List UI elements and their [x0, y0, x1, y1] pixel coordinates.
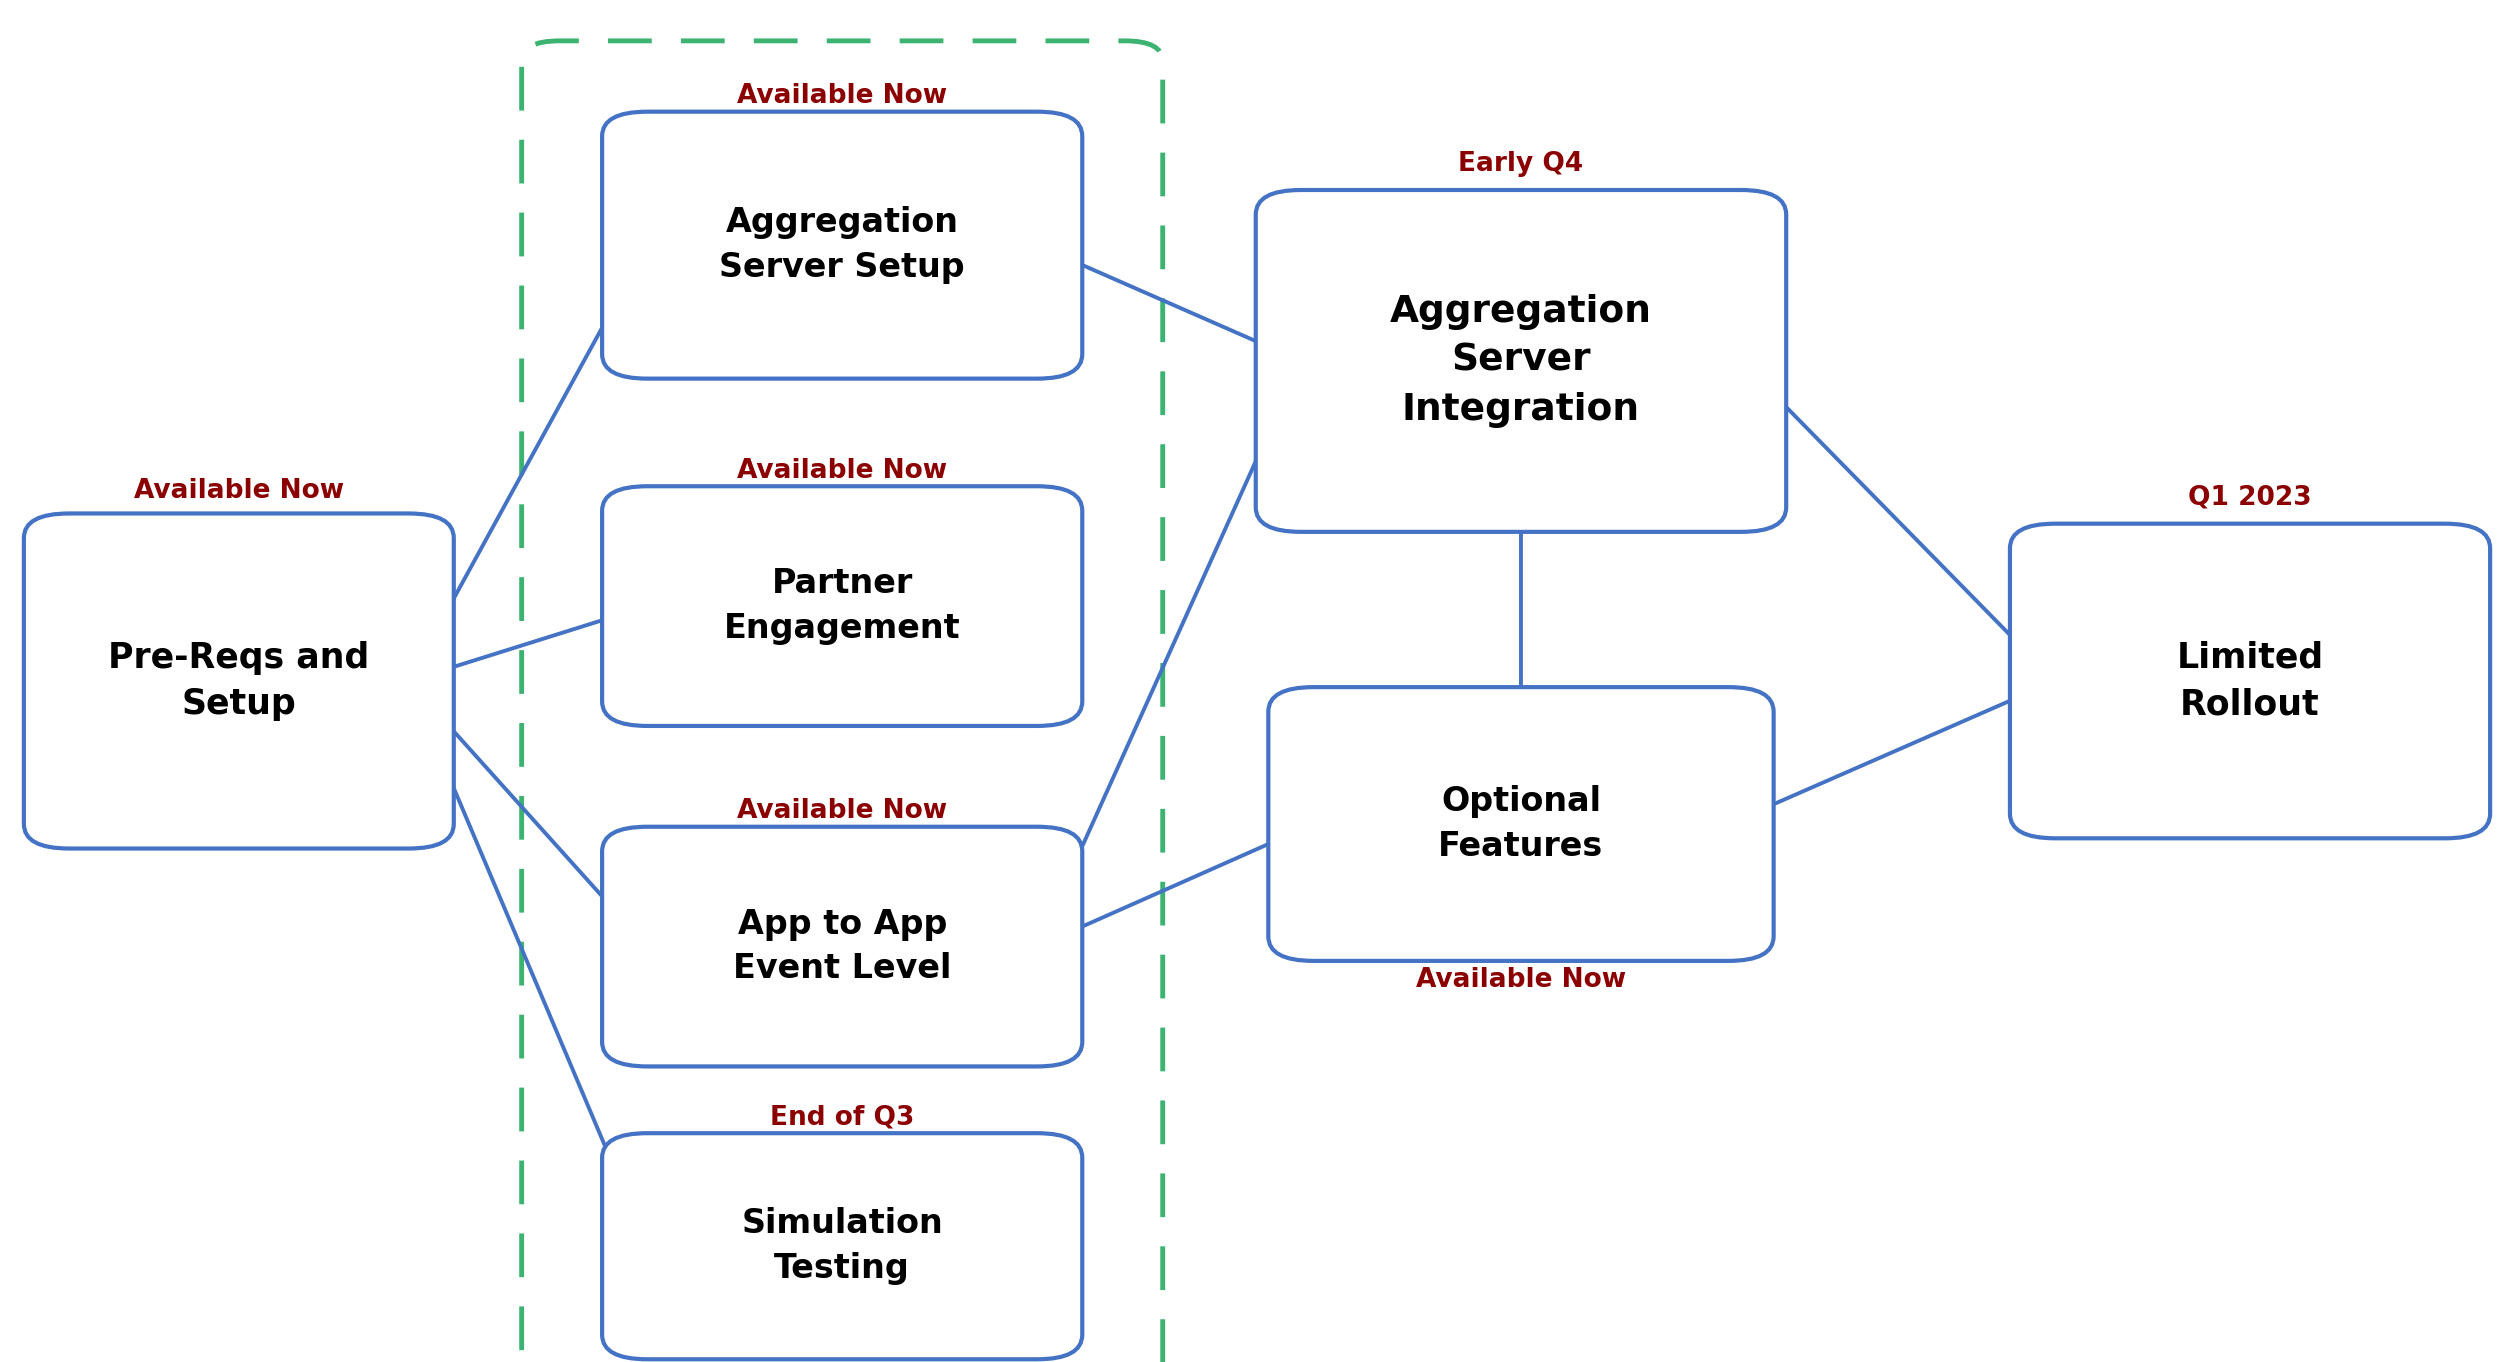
FancyBboxPatch shape: [603, 1133, 1084, 1359]
FancyBboxPatch shape: [603, 486, 1084, 726]
Text: Available Now: Available Now: [133, 478, 344, 504]
Text: Aggregation
Server
Integration: Aggregation Server Integration: [1390, 294, 1652, 428]
FancyBboxPatch shape: [603, 112, 1084, 379]
Text: Optional
Features: Optional Features: [1438, 785, 1604, 864]
Text: Pre-Reqs and
Setup: Pre-Reqs and Setup: [108, 642, 370, 720]
FancyBboxPatch shape: [1257, 191, 1785, 533]
Text: Available Now: Available Now: [737, 798, 948, 824]
Text: Limited
Rollout: Limited Rollout: [2177, 642, 2323, 720]
FancyBboxPatch shape: [23, 513, 455, 849]
Text: Available Now: Available Now: [737, 83, 948, 109]
FancyBboxPatch shape: [1267, 688, 1775, 962]
Text: Available Now: Available Now: [1415, 967, 1627, 993]
Text: Simulation
Testing: Simulation Testing: [742, 1207, 943, 1286]
FancyBboxPatch shape: [2011, 524, 2489, 839]
Text: End of Q3: End of Q3: [769, 1105, 915, 1130]
Text: Available Now: Available Now: [737, 458, 948, 484]
FancyBboxPatch shape: [603, 827, 1084, 1066]
Text: Early Q4: Early Q4: [1458, 151, 1584, 177]
Text: Q1 2023: Q1 2023: [2187, 485, 2313, 511]
Text: App to App
Event Level: App to App Event Level: [734, 907, 950, 986]
Text: Partner
Engagement: Partner Engagement: [724, 567, 960, 646]
Text: Aggregation
Server Setup: Aggregation Server Setup: [719, 206, 965, 285]
